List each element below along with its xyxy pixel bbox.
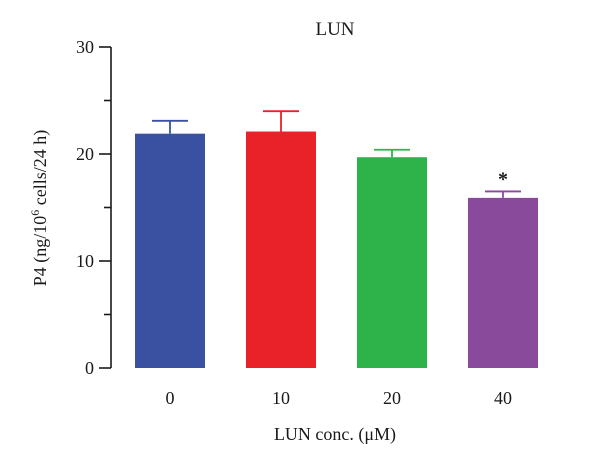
y-axis-label-superscript: 6	[28, 210, 42, 216]
y-tick-label-20: 20	[76, 144, 94, 164]
y-tick-label-10: 10	[76, 251, 94, 271]
bar-0	[135, 133, 205, 368]
bar-40	[468, 197, 538, 368]
x-tick-label-0: 0	[166, 388, 175, 408]
y-axis-label: P4 (ng/106 cells/24 h)	[28, 130, 51, 287]
x-axis-label: LUN conc. (μM)	[274, 424, 396, 445]
bar-20	[357, 157, 427, 368]
y-axis-label-main: P4 (ng/10	[30, 216, 51, 287]
y-tick-label-30: 30	[76, 37, 94, 57]
x-tick-label-10: 10	[272, 388, 290, 408]
y-axis-label-rest: cells/24 h)	[30, 130, 51, 210]
bar-10	[246, 131, 316, 368]
x-tick-label-40: 40	[494, 388, 512, 408]
chart-title: LUN	[315, 19, 354, 40]
significance-marker-40: *	[498, 168, 508, 190]
x-tick-label-20: 20	[383, 388, 401, 408]
y-tick-label-0: 0	[85, 358, 94, 378]
